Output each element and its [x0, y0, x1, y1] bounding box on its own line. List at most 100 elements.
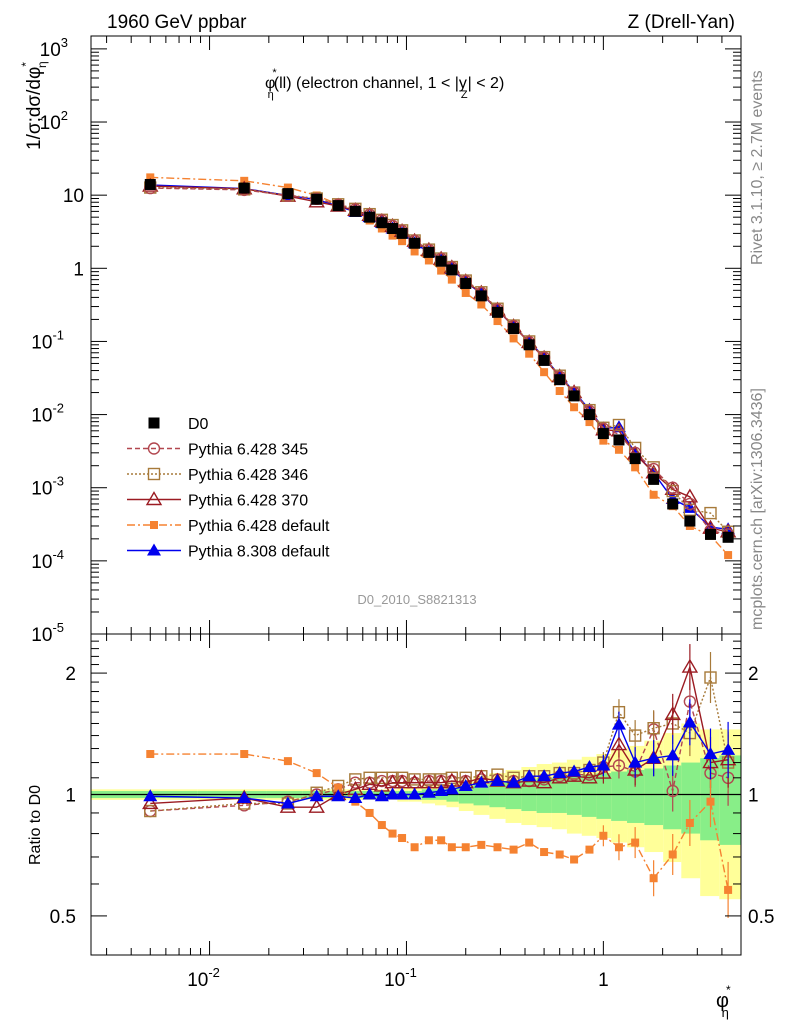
ratio-plot-panel: 0.5 0.5 1 1 2 2 10-2 10-1 1 Ratio to D0: [27, 633, 774, 991]
data-point: [435, 255, 447, 267]
legend-label: Pythia 6.428 345: [188, 442, 308, 459]
data-point: [396, 227, 408, 239]
data-point: [437, 266, 446, 275]
ratio-series-line: [150, 674, 729, 812]
data-point: [724, 551, 733, 560]
legend-marker: [150, 521, 158, 529]
data-point: [492, 306, 504, 318]
ratio-data-point: [437, 836, 446, 845]
ratio-data-point: [377, 821, 386, 830]
ratio-data-point: [410, 843, 419, 852]
data-point: [493, 317, 502, 326]
data-point: [424, 256, 433, 265]
data-point: [681, 488, 699, 503]
ratio-data-point: [334, 783, 343, 792]
data-point: [722, 531, 734, 543]
data-point: [682, 500, 697, 513]
y-tick-label: 10-2: [31, 401, 64, 427]
data-point: [649, 490, 658, 499]
ratio-data-point: [280, 796, 295, 809]
main-axes-layer: 10-5 10-4 10-3 10-2 10-1 1 10 102 103: [31, 35, 742, 646]
legend-entry-pythia-6-428-default: Pythia 6.428 default: [127, 518, 330, 535]
y-tick-label: 102: [40, 108, 68, 134]
data-point: [388, 231, 397, 240]
legend-label: Pythia 6.428 346: [188, 467, 308, 484]
legend-label: Pythia 6.428 370: [188, 493, 308, 510]
data-point: [460, 277, 472, 289]
ratio-y-axis-label: Ratio to D0: [27, 785, 44, 865]
ratio-data-point: [610, 736, 628, 751]
ratio-y-tick-label: 0.5: [50, 907, 76, 928]
ratio-data-point: [721, 742, 736, 755]
ratio-data-point: [611, 717, 626, 730]
ratio-data-point: [685, 818, 694, 827]
ratio-data-point: [581, 769, 598, 784]
ratio-data-point: [631, 838, 640, 847]
main-plot-panel: 10-5 10-4 10-3 10-2 10-1 1 10 102 103 φ* η(ll) (e…: [19, 35, 742, 646]
ratio-data-point: [308, 798, 325, 813]
ratio-data-point: [461, 843, 470, 852]
ratio-data-point: [422, 773, 436, 786]
ratio-data-point: [144, 804, 157, 818]
ratio-data-point: [704, 671, 717, 684]
data-point: [684, 515, 696, 527]
legend-entry-pythia-6-428-370: Pythia 6.428 370: [127, 491, 308, 510]
ratio-data-point: [362, 787, 377, 800]
ratio-data-point: [348, 791, 363, 804]
mcplots-reference-label: mcplots.cern.ch [arXiv:1306.3436]: [749, 388, 766, 630]
ratio-series-pythia-8-308-default: [143, 699, 736, 809]
ratio-data-point: [724, 885, 733, 894]
legend-marker: [148, 417, 160, 429]
ratio-data-point: [525, 838, 534, 847]
y-tick-label: 10-4: [31, 547, 64, 573]
ratio-data-point: [540, 848, 549, 857]
ratio-data-point: [424, 836, 433, 845]
y-tick-label: 1: [73, 259, 84, 280]
data-point: [583, 409, 595, 421]
data-point: [597, 428, 609, 440]
ratio-data-point: [628, 729, 642, 742]
ratio-data-point: [555, 850, 564, 859]
series-d0: [144, 178, 734, 543]
ratio-data-point: [595, 764, 612, 779]
ratio-data-point: [706, 797, 715, 806]
ratio-data-point: [647, 722, 660, 735]
ratio-data-point: [666, 784, 679, 798]
data-point: [613, 434, 625, 446]
ratio-data-point: [331, 789, 346, 802]
legend-entry-pythia-8-308-default: Pythia 8.308 default: [127, 543, 330, 561]
legend-label: Pythia 8.308 default: [188, 544, 330, 561]
ratio-data-point: [703, 747, 718, 760]
data-point: [612, 418, 626, 432]
data-point: [447, 275, 456, 284]
ratio-data-point: [628, 755, 643, 768]
ratio-data-point: [395, 787, 410, 800]
ratio-data-point: [665, 748, 680, 761]
data-point: [629, 453, 641, 465]
ratio-series-layer: [142, 644, 737, 918]
data-point: [599, 436, 608, 445]
y-tick-label: 10-1: [31, 327, 64, 353]
ratio-data-point: [646, 751, 661, 764]
data-point: [146, 173, 155, 182]
data-point: [523, 339, 535, 351]
ratio-uncertainty-bands: [91, 723, 741, 900]
ratio-data-point: [237, 791, 252, 804]
data-point: [667, 498, 679, 510]
ratio-data-point: [682, 715, 697, 728]
chart-title: φ* η(ll) (electron channel, 1 < |y Z| < 2): [265, 67, 504, 101]
green-uncertainty-band: [551, 777, 567, 813]
header-left: 1960 GeV ppbar: [107, 12, 247, 33]
green-uncertainty-band: [521, 779, 537, 812]
green-uncertainty-band: [566, 776, 582, 815]
legend-marker: [147, 543, 161, 556]
ratio-series-pythia-6-428-default: [146, 750, 733, 918]
ratio-data-point: [582, 759, 597, 772]
x-tick-label: 10-1: [384, 965, 417, 991]
data-point: [508, 323, 520, 335]
ratio-data-point: [612, 759, 626, 772]
data-point: [283, 183, 292, 192]
data-point: [398, 237, 407, 246]
data-point: [409, 237, 421, 249]
green-uncertainty-band: [611, 771, 628, 821]
